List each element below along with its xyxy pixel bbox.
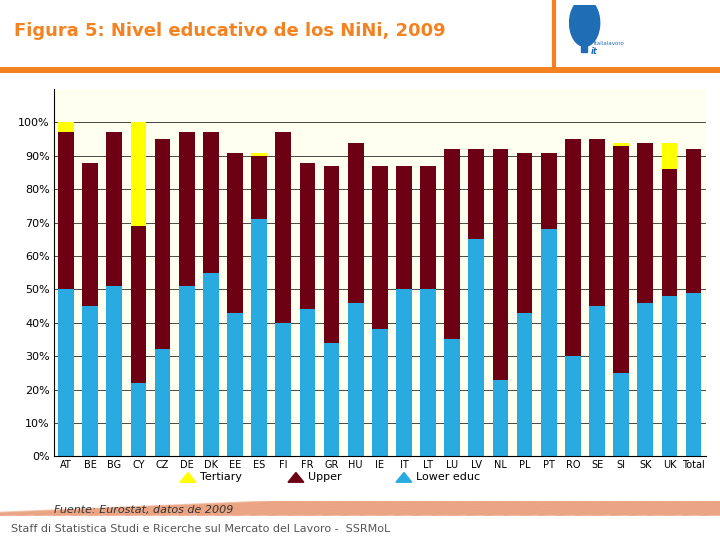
Bar xyxy=(444,340,460,456)
Bar xyxy=(251,152,267,156)
Bar xyxy=(662,296,678,456)
Bar xyxy=(58,123,74,132)
Bar xyxy=(396,289,412,456)
Bar xyxy=(613,143,629,146)
Text: Italialavoro: Italialavoro xyxy=(593,42,624,46)
Bar xyxy=(300,163,315,309)
Bar xyxy=(324,166,339,343)
Bar xyxy=(130,123,146,226)
Bar xyxy=(613,373,629,456)
Text: Tertiary: Tertiary xyxy=(200,472,242,482)
Bar xyxy=(541,152,557,230)
Bar xyxy=(637,303,653,456)
Bar xyxy=(179,132,194,286)
Bar xyxy=(589,139,605,306)
Text: Lower educ: Lower educ xyxy=(416,472,480,482)
Bar xyxy=(179,286,194,456)
Bar xyxy=(372,166,387,329)
Bar xyxy=(276,323,291,456)
Bar xyxy=(541,230,557,456)
Bar xyxy=(348,303,364,456)
Bar xyxy=(565,356,581,456)
Bar xyxy=(251,219,267,456)
Bar xyxy=(324,343,339,456)
Bar xyxy=(107,132,122,286)
Bar xyxy=(662,143,678,169)
Bar xyxy=(348,143,364,303)
Bar xyxy=(582,30,588,52)
Bar xyxy=(300,309,315,456)
Bar xyxy=(589,306,605,456)
Bar xyxy=(251,156,267,219)
Bar xyxy=(58,289,74,456)
Bar xyxy=(662,169,678,296)
Bar xyxy=(613,146,629,373)
Bar xyxy=(203,273,219,456)
Bar xyxy=(492,149,508,380)
Bar xyxy=(130,226,146,383)
Circle shape xyxy=(570,0,600,46)
Bar xyxy=(107,286,122,456)
Bar xyxy=(685,149,701,293)
Text: Staff di Statistica Studi e Ricerche sul Mercato del Lavoro -  SSRMoL: Staff di Statistica Studi e Ricerche sul… xyxy=(11,524,390,534)
Bar xyxy=(155,139,171,349)
Bar xyxy=(396,166,412,289)
Bar xyxy=(469,239,484,456)
Text: Figura 5: Nivel educativo de los NiNi, 2009: Figura 5: Nivel educativo de los NiNi, 2… xyxy=(14,22,446,39)
Bar xyxy=(469,149,484,239)
Bar xyxy=(227,152,243,313)
Bar xyxy=(276,132,291,323)
Bar xyxy=(203,132,219,273)
Bar xyxy=(637,143,653,303)
Bar xyxy=(565,139,581,356)
Bar xyxy=(155,349,171,456)
Bar xyxy=(685,293,701,456)
Bar xyxy=(420,166,436,289)
Bar xyxy=(372,329,387,456)
Bar xyxy=(444,149,460,340)
Bar xyxy=(82,163,98,306)
Bar xyxy=(130,383,146,456)
Bar xyxy=(58,132,74,289)
Bar xyxy=(82,306,98,456)
Text: Upper: Upper xyxy=(308,472,342,482)
Bar xyxy=(492,380,508,456)
Bar xyxy=(517,152,533,313)
Text: it: it xyxy=(590,48,598,57)
Bar xyxy=(420,289,436,456)
Bar xyxy=(227,313,243,456)
Bar xyxy=(517,313,533,456)
Text: Fuente: Eurostat, datos de 2009: Fuente: Eurostat, datos de 2009 xyxy=(54,505,233,515)
